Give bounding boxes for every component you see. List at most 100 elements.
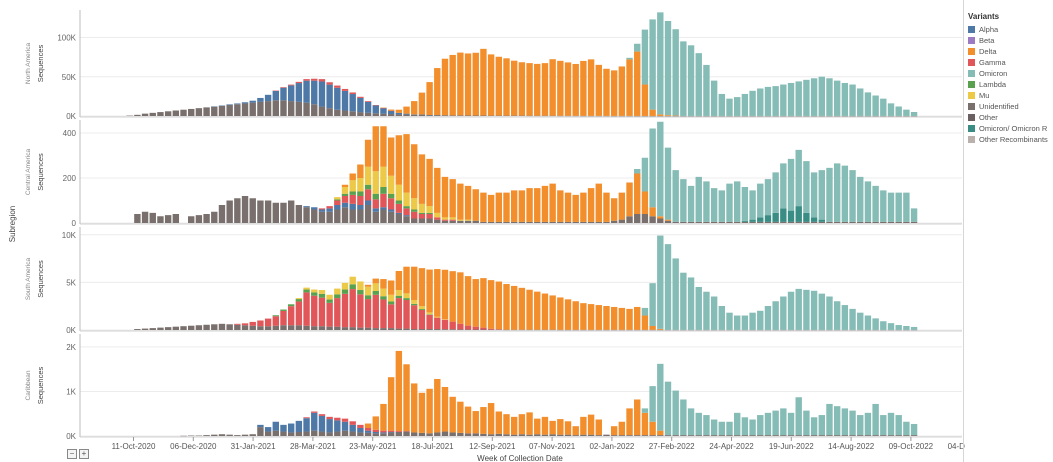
legend-item[interactable]: Unidentified xyxy=(968,101,1053,112)
bar-segment xyxy=(764,221,772,223)
bar-segment xyxy=(541,185,549,222)
bar-segment xyxy=(672,29,679,116)
bar-segment xyxy=(372,290,379,295)
bar-segment xyxy=(595,305,602,330)
bar-segment xyxy=(772,410,779,436)
legend-item[interactable]: Beta xyxy=(968,35,1053,46)
bar-segment xyxy=(411,218,418,223)
bar-segment xyxy=(318,208,326,210)
bar-segment xyxy=(226,104,233,106)
bar-segment xyxy=(295,81,303,84)
bar-segment xyxy=(687,185,695,222)
bar-segment xyxy=(372,199,379,209)
bar-segment xyxy=(341,289,349,294)
bar-segment xyxy=(672,258,679,330)
x-tick-label: 12-Sep-2021 xyxy=(469,442,516,451)
y-tick-label: 400 xyxy=(63,129,77,138)
legend-item[interactable]: Other xyxy=(968,112,1053,123)
y-axis-title: Sequences xyxy=(36,44,45,82)
bar-segment xyxy=(257,320,264,327)
bar-segment xyxy=(810,78,818,116)
bar-segment xyxy=(910,111,918,116)
bar-segment xyxy=(395,431,403,436)
bar-segment xyxy=(564,434,572,436)
bar-segment xyxy=(649,207,656,217)
bar-segment xyxy=(249,100,256,103)
bar-segment xyxy=(710,188,718,222)
bar-segment xyxy=(272,421,279,431)
zoom-out-button[interactable]: − xyxy=(67,449,77,459)
bar-segment xyxy=(411,211,418,219)
bar-segment xyxy=(757,415,764,436)
bar-segment xyxy=(457,432,464,436)
bar-segment xyxy=(357,281,364,291)
legend-label: Other Recombinants xyxy=(979,135,1048,144)
bar-segment xyxy=(272,100,279,116)
bar-segment xyxy=(380,279,387,289)
bar-segment xyxy=(449,219,456,221)
bar-segment xyxy=(664,220,672,223)
bar-segment xyxy=(803,435,810,436)
panel-region-label: Central America xyxy=(25,149,32,196)
legend-title: Variants xyxy=(968,12,1000,21)
bar-segment xyxy=(449,54,456,116)
bar-segment xyxy=(518,221,526,223)
legend-item[interactable]: Delta xyxy=(968,46,1053,57)
bar-segment xyxy=(380,207,387,210)
bar-segment xyxy=(841,305,849,330)
bar-segment xyxy=(634,51,641,116)
bar-segment xyxy=(541,434,549,436)
legend-item[interactable]: Alpha xyxy=(968,24,1053,35)
bar-segment xyxy=(726,312,733,330)
legend-item[interactable]: Other Recombinants xyxy=(968,134,1053,145)
bar-segment xyxy=(349,276,356,285)
bar-segment xyxy=(541,221,549,223)
bar-segment xyxy=(311,80,318,105)
bar-segment xyxy=(687,45,695,116)
bar-segment xyxy=(649,386,656,422)
bar-segment xyxy=(334,420,341,432)
legend-item[interactable]: Lambda xyxy=(968,79,1053,90)
bar-segment xyxy=(895,415,902,436)
bar-segment xyxy=(734,97,741,116)
bar-segment xyxy=(634,169,641,174)
bar-segment xyxy=(626,408,633,436)
legend-item[interactable]: Omicron/ Omicron R xyxy=(968,123,1053,134)
legend-item[interactable]: Omicron xyxy=(968,68,1053,79)
bar-segment xyxy=(149,112,156,116)
bar-segment xyxy=(787,435,795,436)
y-tick-label: 0K xyxy=(66,112,76,121)
bar-segment xyxy=(411,383,418,433)
bar-segment xyxy=(787,210,795,222)
zoom-in-button[interactable]: + xyxy=(79,449,89,459)
bar-segment xyxy=(787,291,795,330)
bar-segment xyxy=(803,221,810,223)
bar-segment xyxy=(480,278,487,328)
bar-segment xyxy=(257,427,264,436)
bar-segment xyxy=(434,68,441,116)
bar-segment xyxy=(164,215,172,223)
bar-segment xyxy=(895,221,902,223)
bar-segment xyxy=(795,149,802,207)
bar-segment xyxy=(295,83,303,102)
bar-segment xyxy=(141,211,149,223)
legend-item[interactable]: Gamma xyxy=(968,57,1053,68)
bar-segment xyxy=(241,434,249,436)
legend-label: Unidentified xyxy=(979,102,1019,111)
bar-segment xyxy=(787,82,795,116)
bar-segment xyxy=(403,298,410,301)
bar-segment xyxy=(295,301,303,326)
bar-segment xyxy=(334,326,341,330)
bar-segment xyxy=(472,433,479,436)
legend-swatch xyxy=(968,59,975,66)
bar-segment xyxy=(772,435,779,436)
bar-segment xyxy=(380,193,387,208)
legend-item[interactable]: Mu xyxy=(968,90,1053,101)
bar-segment xyxy=(680,435,687,436)
bar-segment xyxy=(549,183,556,222)
bar-segment xyxy=(872,95,879,116)
legend[interactable]: Variants Alpha Beta Delta Gamma Omicron Lambd… xyxy=(968,12,1053,145)
bar-segment xyxy=(218,205,226,223)
bar-segment xyxy=(549,420,556,435)
y-axis-title: Sequences xyxy=(36,366,45,404)
